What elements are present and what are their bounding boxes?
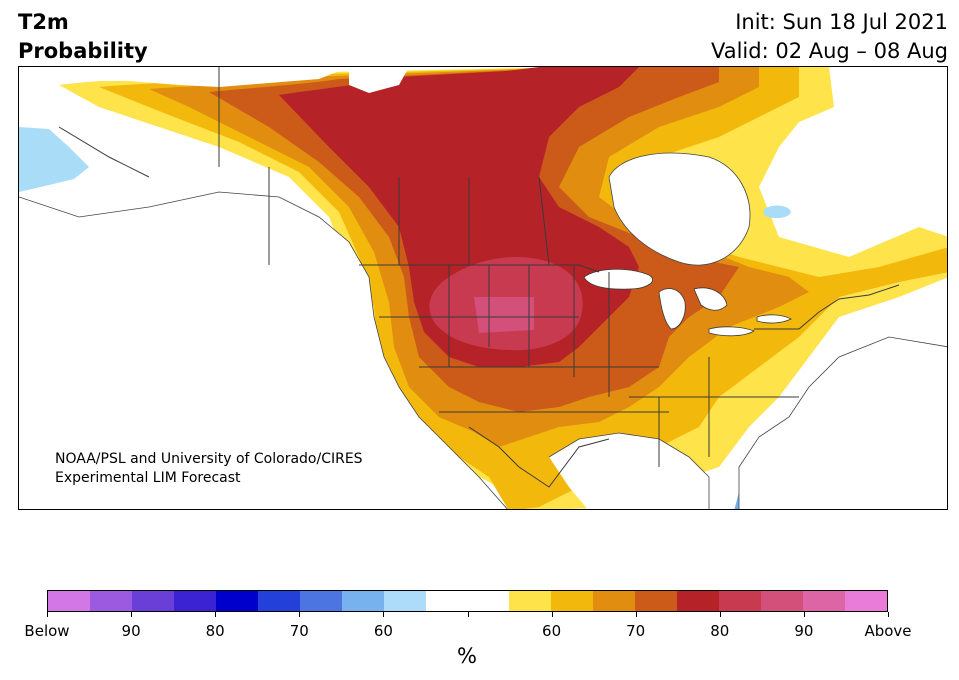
colorbar-segment: [677, 591, 720, 611]
credit-line-1: NOAA/PSL and University of Colorado/CIRE…: [55, 451, 363, 467]
great-lakes: [583, 268, 792, 337]
colorbar-segment: [425, 591, 468, 611]
init-date: Init: Sun 18 Jul 2021: [735, 10, 948, 34]
map-title: T2m Probability: [18, 8, 148, 66]
colorbar-segment: [383, 591, 426, 611]
pacific-ocean: [19, 192, 508, 509]
hudson-bay: [609, 153, 750, 266]
colorbar-tick: [383, 612, 385, 617]
colorbar-segment: [593, 591, 636, 611]
forecast-dates: Init: Sun 18 Jul 2021 Valid: 02 Aug – 08…: [711, 8, 948, 66]
colorbar-segment: [341, 591, 384, 611]
colorbar-tick: [635, 612, 637, 617]
colorbar-segment: [257, 591, 300, 611]
colorbar-segment: [845, 591, 888, 611]
gulf-of-mexico: [549, 433, 709, 509]
prob-band-80-arctic: [359, 67, 579, 152]
colorbar-segment: [215, 591, 258, 611]
colorbar-segment: [761, 591, 804, 611]
colorbar-segment: [509, 591, 552, 611]
colorbar-label: 60: [542, 622, 562, 640]
colorbar: [47, 590, 888, 612]
colorbar-tick: [299, 612, 301, 617]
colorbar-segment: [89, 591, 132, 611]
colorbar-tick: [888, 612, 889, 617]
title-line-variable: T2m: [18, 10, 69, 34]
colorbar-segment: [719, 591, 762, 611]
colorbar-label: 90: [794, 622, 814, 640]
colorbar-tick: [803, 612, 805, 617]
atlantic-ocean: [739, 337, 947, 509]
coastlines: [19, 152, 947, 509]
colorbar-tick: [719, 612, 721, 617]
probability-map: [18, 66, 948, 510]
colorbar-segment: [467, 591, 510, 611]
prob-band-90: [474, 297, 534, 333]
colorbar-label: 80: [710, 622, 730, 640]
below-patch-alaska: [19, 127, 89, 192]
colorbar-segment: [48, 591, 90, 611]
colorbar-label: Above: [864, 622, 912, 640]
arctic-ocean: [19, 67, 349, 87]
colorbar-label: 60: [373, 622, 393, 640]
colorbar-unit: %: [457, 644, 477, 668]
colorbar-tick: [215, 612, 217, 617]
map-svg: [19, 67, 947, 509]
valid-date: Valid: 02 Aug – 08 Aug: [710, 39, 948, 63]
colorbar-label: 80: [205, 622, 225, 640]
labrador-sea: [839, 67, 947, 216]
colorbar-label: Below: [24, 622, 70, 640]
colorbar-segment: [803, 591, 846, 611]
data-credit: NOAA/PSL and University of Colorado/CIRE…: [55, 450, 363, 488]
colorbar-segment: [299, 591, 342, 611]
credit-line-2: Experimental LIM Forecast: [55, 470, 241, 486]
colorbar-label: 70: [626, 622, 646, 640]
colorbar-tick: [551, 612, 553, 617]
title-line-type: Probability: [18, 39, 148, 63]
colorbar-segment: [551, 591, 594, 611]
colorbar-tick: [131, 612, 133, 617]
colorbar-tick: [47, 612, 48, 617]
below-patch-quebec: [764, 205, 791, 219]
colorbar-segment: [635, 591, 678, 611]
arctic-islands-gap: [349, 67, 409, 93]
political-borders: [58, 67, 900, 488]
colorbar-segment: [131, 591, 174, 611]
colorbar-label: 70: [289, 622, 309, 640]
colorbar-segment: [173, 591, 216, 611]
colorbar-label: 90: [121, 622, 141, 640]
colorbar-tick: [467, 612, 469, 617]
